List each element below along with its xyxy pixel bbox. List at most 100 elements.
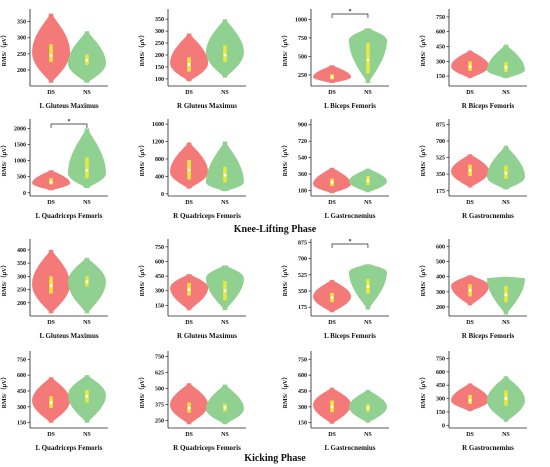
x-category-label: NS — [83, 90, 91, 96]
panel-title: R Quadriceps Femoris — [173, 212, 241, 220]
panel-title: L Biceps Femoris — [324, 102, 376, 110]
y-tick-label: 600 — [298, 373, 307, 379]
x-category-label: NS — [83, 432, 91, 438]
x-category-label: NS — [364, 90, 372, 96]
y-tick-label: 360 — [298, 172, 307, 178]
x-category-label: NS — [83, 200, 91, 206]
violin-ds — [170, 33, 208, 82]
median-point-ns — [366, 58, 370, 62]
y-tick-label: 720 — [298, 139, 307, 145]
median-point-ns — [223, 173, 227, 177]
y-tick-label: 150 — [298, 421, 307, 427]
violin-panel-8: 175 350 525 700 875 RMS/（μV） DS NS R Gastrocnemi… — [419, 119, 527, 220]
y-tick-label: 400 — [436, 275, 445, 281]
y-tick-label: 750 — [17, 357, 26, 363]
violin-ds — [313, 65, 351, 83]
x-category-label: DS — [466, 320, 474, 326]
x-category-label: DS — [47, 320, 55, 326]
y-tick-label: 350 — [298, 289, 307, 295]
y-tick-label: 625 — [155, 371, 164, 377]
violin-panel-7: 180 360 540 720 900 RMS/（μV） DS NS L Gastrocnemi… — [281, 119, 389, 220]
y-tick-label: 1000 — [295, 17, 307, 23]
violin-panel-6: 0 400 800 1200 1600 RMS/（μV） DS NS R Quadriceps … — [138, 119, 246, 220]
median-point-ns — [85, 280, 89, 284]
median-point-ds — [468, 65, 472, 69]
y-tick-label: 2000 — [14, 126, 26, 132]
median-point-ns — [223, 406, 227, 409]
iqr-box-ns — [85, 157, 89, 179]
y-axis-label: RMS/（μV） — [0, 262, 8, 297]
y-tick-label: 900 — [298, 123, 307, 129]
y-tick-label: 150 — [17, 421, 26, 427]
y-tick-label: 175 — [298, 305, 307, 311]
iqr-box-ds — [49, 44, 53, 62]
median-point-ds — [187, 288, 191, 292]
panel-title: L Gastrocnemius — [324, 444, 375, 452]
y-tick-label: 750 — [298, 36, 307, 42]
y-tick-label: 1000 — [14, 159, 26, 165]
x-category-label: DS — [185, 90, 193, 96]
x-category-label: DS — [47, 200, 55, 206]
x-category-label: DS — [466, 432, 474, 438]
x-category-label: DS — [466, 200, 474, 206]
significance-marker: * — [349, 239, 352, 245]
violin-ns — [486, 44, 525, 79]
y-tick-label: 300 — [155, 289, 164, 295]
significance-bracket — [331, 13, 369, 18]
y-tick-label: 300 — [436, 397, 445, 403]
y-tick-label: 150 — [155, 65, 164, 71]
panel-title: R Gastrocnemius — [462, 444, 514, 452]
x-category-label: NS — [502, 320, 510, 326]
significance-bracket — [50, 123, 88, 128]
x-category-label: DS — [185, 320, 193, 326]
y-axis-label: RMS/（μV） — [419, 142, 427, 177]
y-axis-label: RMS/（μV） — [138, 142, 146, 177]
x-category-label: DS — [328, 200, 336, 206]
median-point-ds — [187, 168, 191, 172]
median-point-ns — [366, 285, 370, 288]
y-tick-label: 350 — [155, 17, 164, 23]
violin-panel-2: 100 150 200 250 300 350 RMS/（μV） DS NS R Gluteus … — [138, 9, 246, 110]
y-tick-label: 450 — [155, 274, 164, 280]
y-tick-label: 500 — [17, 175, 26, 181]
median-point-ds — [468, 288, 472, 292]
y-tick-label: 300 — [17, 274, 26, 280]
y-axis-label: RMS/（μV） — [419, 32, 427, 67]
x-category-label: NS — [221, 320, 229, 326]
y-axis-label: RMS/（μV） — [419, 262, 427, 297]
significance-bracket — [331, 243, 369, 248]
y-tick-label: 750 — [298, 357, 307, 363]
median-point-ns — [85, 58, 89, 62]
x-category-label: NS — [83, 320, 91, 326]
y-tick-label: 300 — [155, 29, 164, 35]
y-tick-label: 450 — [17, 389, 26, 395]
x-category-label: NS — [221, 432, 229, 438]
median-point-ds — [187, 63, 191, 66]
x-category-label: DS — [328, 90, 336, 96]
y-tick-label: 875 — [436, 122, 445, 128]
median-point-ds — [468, 398, 472, 402]
x-category-label: DS — [185, 432, 193, 438]
y-tick-label: 350 — [17, 261, 26, 267]
y-tick-label: 0 — [161, 192, 164, 198]
y-tick-label: 750 — [155, 245, 164, 251]
y-tick-label: 200 — [17, 68, 26, 74]
y-tick-label: 700 — [298, 257, 307, 263]
median-point-ns — [366, 179, 370, 182]
x-category-label: DS — [466, 90, 474, 96]
x-category-label: NS — [364, 200, 372, 206]
y-tick-label: 800 — [155, 157, 164, 163]
y-tick-label: 200 — [436, 305, 445, 311]
phase-title-kicking: Kicking Phase — [244, 453, 306, 464]
y-tick-label: 700 — [436, 139, 445, 145]
y-axis-label: RMS/（μV） — [138, 262, 146, 297]
y-tick-label: 600 — [436, 245, 445, 251]
y-tick-label: 750 — [155, 355, 164, 361]
panel-title: L Gluteus Maximus — [39, 332, 98, 340]
median-point-ns — [504, 293, 508, 297]
violin-panel-15: 150 300 450 600 750 RMS/（μV） DS NS L Gastrocnemi… — [281, 351, 389, 452]
y-tick-label: 450 — [298, 389, 307, 395]
median-point-ns — [223, 289, 227, 293]
violin-panel-1: 200 250 300 350 RMS/（μV） DS NS L Gluteus Maximu… — [0, 9, 108, 110]
y-tick-label: 0 — [442, 423, 445, 429]
